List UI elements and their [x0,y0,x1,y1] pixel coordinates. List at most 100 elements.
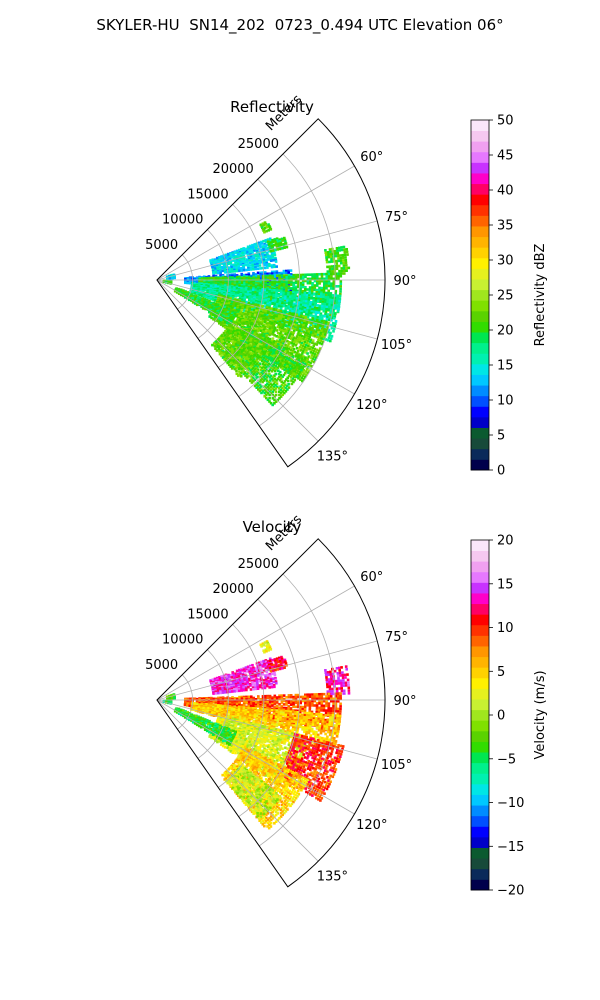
echo-cell [273,281,277,284]
echo-cell [273,252,276,255]
echo-cell [277,305,281,308]
echo-cell [320,275,324,278]
echo-cell [287,287,291,290]
echo-cell [210,312,213,315]
echo-cell [276,325,280,329]
echo-cell [297,316,300,319]
echo-cell [266,243,269,247]
echo-cell [306,281,310,285]
echo-cell [288,356,291,360]
echo-cell [308,309,311,312]
echo-cell [245,376,249,379]
echo-cell [268,315,271,318]
echo-cell [338,269,341,273]
echo-cell [340,267,343,270]
echo-cell [328,301,332,304]
echo-cell [330,284,333,288]
echo-cell [210,295,213,298]
echo-cell [287,285,291,288]
echo-cell [287,353,290,357]
echo-cell [304,302,308,305]
echo-cell [313,358,317,362]
echo-cell [286,340,289,343]
echo-cell [277,316,281,319]
echo-cell [320,307,324,310]
echo-cell [207,284,210,288]
echo-cell [268,322,271,325]
echo-cell [254,290,257,293]
echo-cell [318,282,321,285]
echo-cell [299,285,302,289]
echo-cell [221,310,224,314]
echo-cell [295,301,298,304]
echo-cell [243,298,246,302]
echo-cell [283,363,287,367]
echo-cell [322,293,325,296]
echo-cell [271,257,275,260]
echo-cell [295,315,298,319]
echo-cell [263,395,266,398]
echo-cell [282,289,286,293]
echo-cell [304,275,307,279]
echo-cell [283,320,287,323]
echo-cell [276,310,280,314]
echo-cell [261,373,265,376]
echo-cell [266,255,270,258]
echo-cell [270,377,273,381]
echo-cell [278,300,282,303]
echo-cell [262,246,265,250]
echo-cell [268,320,272,324]
echo-cell [264,383,268,387]
echo-cell [229,294,233,298]
echo-cell [253,321,256,324]
echo-cell [241,350,244,353]
echo-cell [251,243,254,247]
echo-cell [335,264,339,268]
echo-cell [323,315,327,318]
echo-cell [252,339,255,342]
echo-cell [234,264,238,267]
echo-cell [264,326,267,329]
echo-cell [230,351,234,354]
echo-cell [260,240,263,244]
echo-cell [232,342,235,346]
echo-cell [324,253,328,257]
echo-cell [271,390,274,394]
echo-cell [273,366,276,370]
echo-cell [306,358,309,362]
echo-cell [325,320,328,324]
echo-cell [304,304,307,307]
echo-cell [252,278,256,281]
echo-cell [285,384,289,388]
echo-cell [288,328,292,331]
echo-cell [246,260,249,264]
echo-cell [269,347,272,350]
echo-cell [307,344,310,348]
echo-cell [256,353,259,357]
echo-cell [261,288,265,291]
echo-cell [287,363,290,366]
echo-cell [260,258,263,261]
echo-cell [277,309,280,312]
echo-cell [264,331,267,335]
echo-cell [299,325,302,328]
echo-cell [329,331,332,335]
echo-cell [334,274,338,278]
echo-cell [252,379,255,383]
echo-cell [282,284,286,288]
echo-cell [214,296,218,300]
echo-cell [214,271,218,274]
echo-cell [253,378,257,382]
echo-cell [268,274,272,278]
echo-cell [308,281,312,285]
echo-cell [226,286,229,290]
echo-cell [263,244,267,247]
echo-cell [325,275,328,278]
echo-cell [284,242,288,245]
echo-cell [304,360,308,364]
echo-cell [273,362,277,365]
echo-cell [243,281,246,285]
echo-cell [282,293,285,296]
echo-cell [301,281,305,285]
echo-cell [305,313,308,316]
